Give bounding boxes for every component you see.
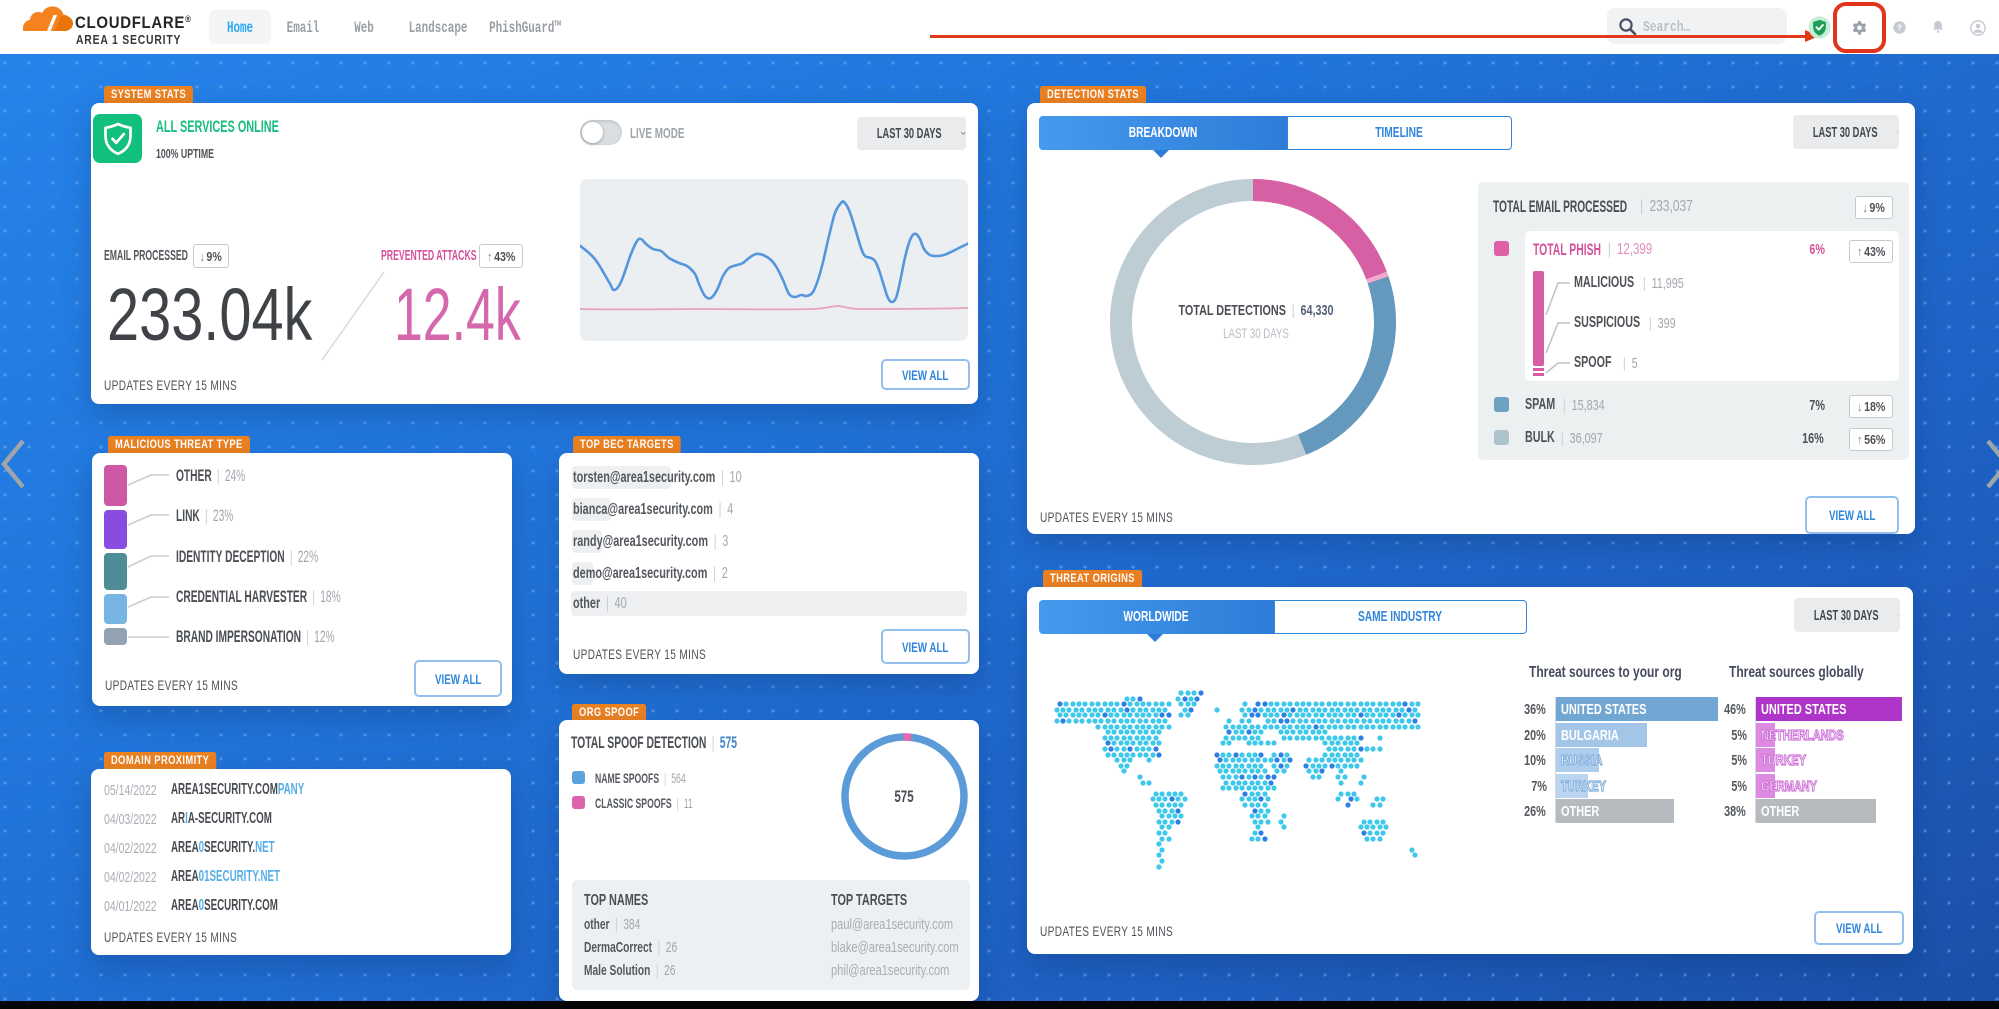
svg-text:?: ? [1897,23,1902,32]
